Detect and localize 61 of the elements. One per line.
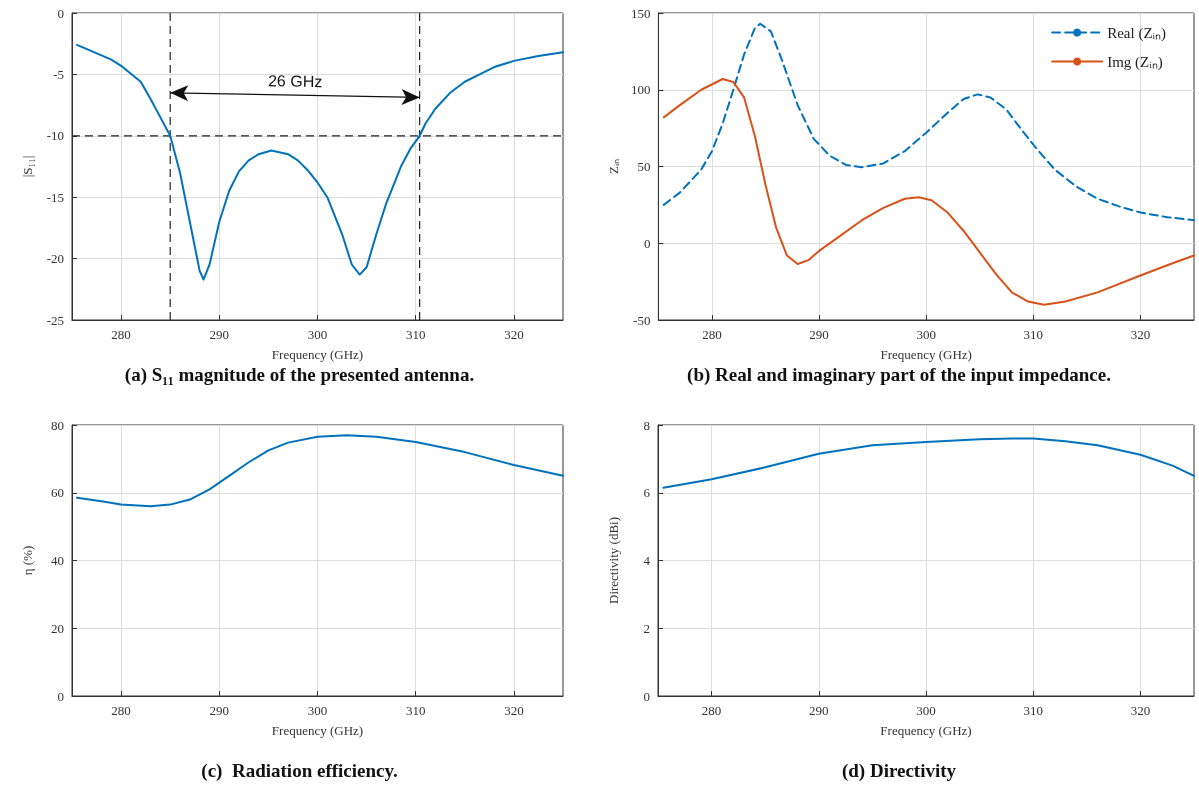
y-tick-label: -15 [46,189,64,205]
y-tick-label: 6 [643,485,651,501]
x-tick-label: 290 [209,327,230,342]
x-tick-label: 300 [307,327,328,342]
x-tick-label: 290 [809,703,829,718]
y-tick-label: 150 [630,5,651,21]
y-tick-label: -25 [46,312,64,328]
x-tick-label: 280 [111,703,131,718]
x-tick-label: 280 [111,327,131,342]
y-tick-label: -5 [53,66,64,82]
annotation: 26 GHz [267,72,323,91]
x-axis-title: Frequency (GHz) [880,723,972,738]
text: (d) Directivity [841,760,957,782]
y-axis-title: Directivity (dBi) [606,516,621,605]
y-tick-label: 8 [643,417,650,433]
x-tick-label: 290 [209,703,230,718]
text: (b) Real and imaginary part of the input impedance. [687,364,1111,386]
y-axis-title: |S₁₁| [20,155,35,178]
y-tick-label: 0 [643,235,651,251]
y-tick-label: 2 [643,620,650,636]
legend-label: Real (Zᵢₙ) [1107,24,1167,42]
x-tick-label: 320 [504,327,524,342]
x-tick-label: 310 [405,703,426,718]
y-tick-label: -10 [46,128,64,144]
y-tick-label: 60 [51,485,64,501]
line-series [662,437,1195,489]
x-tick-label: 300 [307,703,328,718]
x-axis-title: Frequency (GHz) [271,347,364,362]
y-tick-label: 20 [51,620,64,636]
legend-label: Img (Zᵢₙ) [1107,53,1163,71]
y-tick-label: 50 [637,159,651,174]
x-tick-label: 280 [702,327,722,342]
y-axis-title: Zᵢₙ [606,158,621,175]
y-tick-label: 40 [51,553,64,568]
y-tick-label: 0 [57,5,64,21]
y-tick-label: 0 [57,688,64,704]
y-tick-label: -50 [633,312,651,328]
y-tick-label: 4 [643,553,651,568]
x-tick-label: 320 [1130,703,1151,718]
y-tick-label: -20 [46,251,64,267]
y-tick-label: 100 [630,82,651,98]
x-axis-title: Frequency (GHz) [880,347,972,362]
x-tick-label: 310 [1023,327,1044,342]
x-tick-label: 290 [809,327,829,342]
x-tick-label: 310 [1023,703,1043,718]
text: (a) S₁₁ magnitude of the presented antenna. [124,364,475,386]
x-tick-label: 320 [1130,327,1151,342]
y-tick-label: 0 [643,688,650,704]
line-series [75,43,564,281]
x-tick-label: 280 [701,703,722,718]
x-tick-label: 300 [916,703,936,718]
x-axis-title: Frequency (GHz) [271,723,364,738]
y-axis-title: η (%) [20,545,35,576]
x-tick-label: 300 [916,327,936,342]
line-series [662,78,1195,306]
text: (c) Radiation efficiency. [201,760,398,782]
x-tick-label: 320 [504,703,524,718]
x-tick-label: 310 [405,327,426,342]
y-tick-label: 80 [51,417,64,433]
line-series [662,22,1195,222]
line-series [75,434,564,508]
